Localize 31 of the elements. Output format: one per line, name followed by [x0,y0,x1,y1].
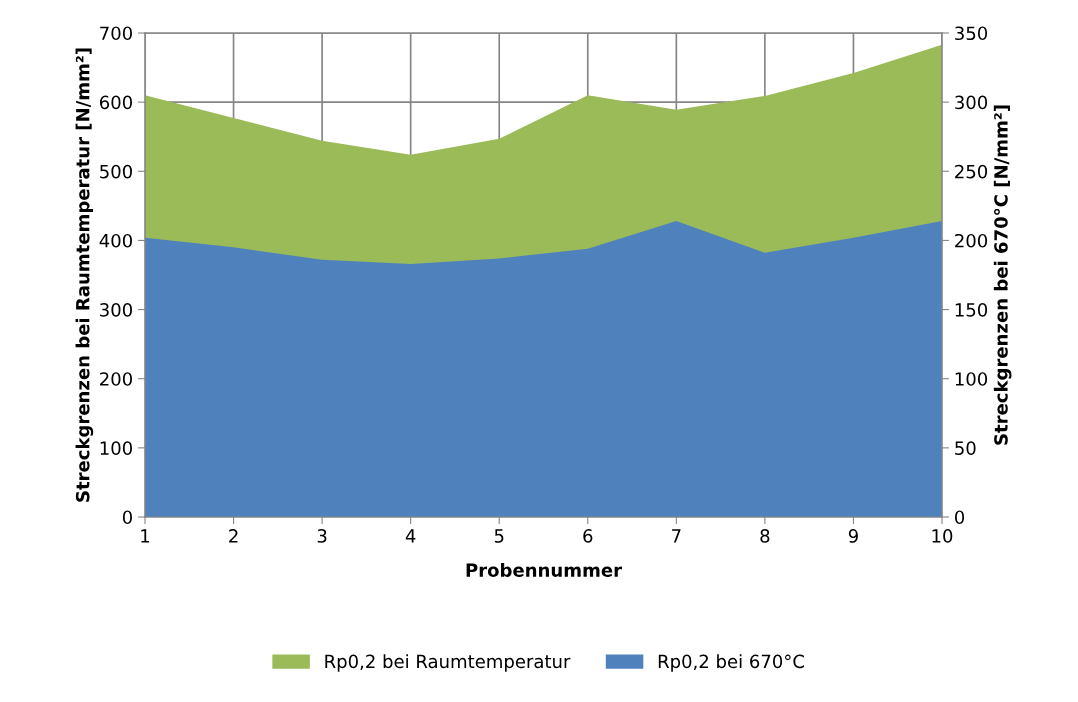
y2-tick-label: 50 [955,441,976,455]
y-tick-label: 200 [100,372,132,386]
x-tick-label: 4 [405,529,416,543]
y-tick-label: 400 [99,233,132,248]
y2-tick-label: 250 [955,164,988,179]
x-tick-label: 9 [848,529,858,543]
x-tick-label: 7 [672,529,681,543]
y2-tick-label: 200 [955,233,988,248]
legend-label: Rp0,2 bei 670°C [658,654,804,672]
y2-tick-label: 150 [955,303,988,317]
x-tick-label: 6 [583,529,593,543]
y-tick-label: 600 [99,95,132,110]
y-axis-title: Streckgrenzen bei Raumtemperatur [N/mm²] [75,48,94,502]
y2-tick-label: 300 [955,95,988,110]
y-tick-label: 300 [100,303,132,317]
y-tick-label: 700 [100,26,132,41]
y-tick-label: 0 [122,510,132,525]
y-tick-label: 100 [100,441,132,455]
y2-tick-label: 350 [955,26,988,41]
y2-tick-label: 100 [955,372,988,386]
x-tick-label: 1 [141,529,150,543]
legend-label: Rp0,2 bei Raumtemperatur [325,654,571,672]
x-tick-label: 10 [932,529,953,543]
x-tick-label: 2 [229,529,238,543]
x-axis-title: Probennummer [466,562,622,577]
x-tick-label: 3 [317,529,327,543]
x-tick-label: 5 [494,529,504,543]
y2-tick-label: 0 [955,510,965,525]
y2-axis-title: Streckgrenzen bei 670°C [N/mm²] [993,105,1012,445]
y-tick-label: 500 [100,164,132,179]
x-tick-label: 8 [760,529,770,543]
